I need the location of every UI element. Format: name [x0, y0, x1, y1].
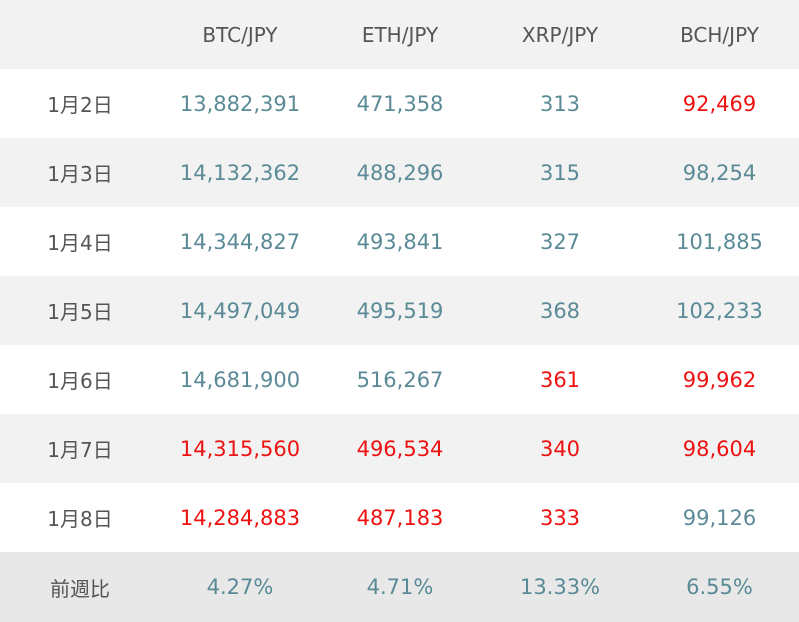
table-header-row: BTC/JPY ETH/JPY XRP/JPY BCH/JPY — [0, 0, 799, 69]
bch-price-cell: 102,233 — [676, 298, 763, 323]
eth-price-cell: 496,534 — [356, 436, 444, 461]
header-xrp-jpy: XRP/JPY — [521, 22, 599, 47]
eth-price-cell: 471,358 — [356, 91, 444, 116]
eth-price-cell: 488,296 — [356, 160, 444, 185]
row-date: 1月2日 — [47, 93, 113, 117]
row-date: 1月3日 — [47, 162, 113, 186]
table-row: 1月3日 14,132,362 488,296 315 98,254 — [0, 138, 799, 207]
row-date: 1月8日 — [47, 507, 113, 531]
btc-price-cell: 14,315,560 — [179, 436, 301, 461]
table-row: 1月8日 14,284,883 487,183 333 99,126 — [0, 483, 799, 552]
btc-price-cell: 14,132,362 — [179, 160, 301, 185]
btc-weekly-change: 4.27% — [206, 575, 274, 599]
xrp-price-cell: 315 — [539, 160, 581, 185]
bch-price-cell: 99,126 — [682, 505, 757, 530]
bch-price-cell: 99,962 — [682, 367, 757, 392]
xrp-price-cell: 333 — [539, 505, 581, 530]
table-row: 1月4日 14,344,827 493,841 327 101,885 — [0, 207, 799, 276]
eth-weekly-change: 4.71% — [366, 575, 434, 599]
xrp-price-cell: 313 — [539, 91, 581, 116]
btc-price-cell: 14,344,827 — [179, 229, 301, 254]
weekly-change-row: 前週比 4.27% 4.71% 13.33% 6.55% — [0, 552, 799, 622]
row-date: 1月4日 — [47, 231, 113, 255]
bch-price-cell: 98,604 — [682, 436, 757, 461]
header-btc-jpy: BTC/JPY — [202, 22, 278, 47]
eth-price-cell: 487,183 — [356, 505, 444, 530]
row-date: 1月6日 — [47, 369, 113, 393]
eth-price-cell: 516,267 — [356, 367, 444, 392]
weekly-change-label: 前週比 — [50, 576, 110, 601]
row-date: 1月5日 — [47, 300, 113, 324]
xrp-price-cell: 361 — [539, 367, 581, 392]
bch-price-cell: 98,254 — [682, 160, 757, 185]
bch-weekly-change: 6.55% — [686, 575, 753, 599]
btc-price-cell: 14,284,883 — [179, 505, 301, 530]
xrp-price-cell: 327 — [539, 229, 581, 254]
xrp-weekly-change: 13.33% — [519, 575, 601, 599]
eth-price-cell: 493,841 — [356, 229, 444, 254]
table-row: 1月6日 14,681,900 516,267 361 99,962 — [0, 345, 799, 414]
btc-price-cell: 14,681,900 — [179, 367, 301, 392]
btc-price-cell: 13,882,391 — [179, 91, 301, 116]
header-corner-cell — [0, 0, 160, 69]
xrp-price-cell: 368 — [539, 298, 581, 323]
table-row: 1月5日 14,497,049 495,519 368 102,233 — [0, 276, 799, 345]
xrp-price-cell: 340 — [539, 436, 581, 461]
row-date: 1月7日 — [47, 438, 113, 462]
table-row: 1月7日 14,315,560 496,534 340 98,604 — [0, 414, 799, 483]
header-bch-jpy: BCH/JPY — [680, 22, 759, 47]
header-eth-jpy: ETH/JPY — [361, 22, 439, 47]
table-row: 1月2日 13,882,391 471,358 313 92,469 — [0, 69, 799, 138]
eth-price-cell: 495,519 — [356, 298, 444, 323]
bch-price-cell: 101,885 — [676, 229, 763, 254]
btc-price-cell: 14,497,049 — [179, 298, 301, 323]
bch-price-cell: 92,469 — [682, 91, 757, 116]
